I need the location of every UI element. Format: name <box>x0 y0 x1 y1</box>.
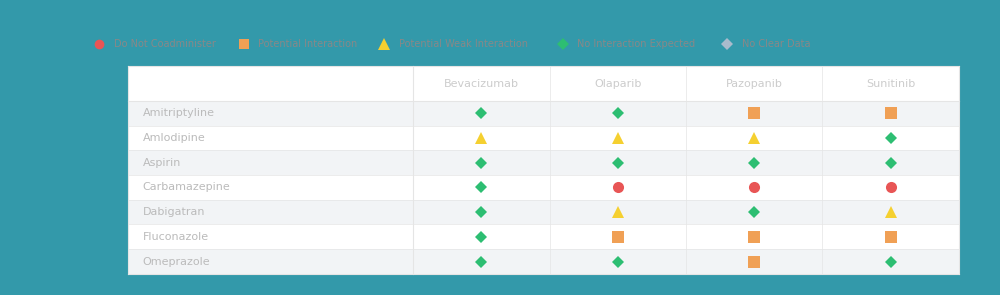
Text: No Clear Data: No Clear Data <box>742 40 810 49</box>
Text: Amlodipine: Amlodipine <box>143 133 205 143</box>
Bar <box>128 125 959 150</box>
Text: Pazopanib: Pazopanib <box>726 78 783 88</box>
Text: Bevacizumab: Bevacizumab <box>444 78 519 88</box>
Bar <box>128 200 959 224</box>
Text: Aspirin: Aspirin <box>143 158 181 168</box>
Text: Potential Interaction: Potential Interaction <box>258 40 358 49</box>
Text: Do Not Coadminister: Do Not Coadminister <box>114 40 215 49</box>
Text: Carbamazepine: Carbamazepine <box>143 182 230 192</box>
Text: Olaparib: Olaparib <box>594 78 641 88</box>
Bar <box>128 150 959 175</box>
Text: Dabigatran: Dabigatran <box>143 207 205 217</box>
Text: Fluconazole: Fluconazole <box>143 232 209 242</box>
Bar <box>128 66 959 274</box>
Text: Amitriptyline: Amitriptyline <box>143 108 215 118</box>
Bar <box>128 101 959 125</box>
Text: Sunitinib: Sunitinib <box>866 78 915 88</box>
Text: Omeprazole: Omeprazole <box>143 257 210 267</box>
Text: Potential Weak Interaction: Potential Weak Interaction <box>399 40 528 49</box>
Bar <box>128 249 959 274</box>
Bar <box>128 175 959 200</box>
Bar <box>128 224 959 249</box>
Text: No Interaction Expected: No Interaction Expected <box>577 40 695 49</box>
